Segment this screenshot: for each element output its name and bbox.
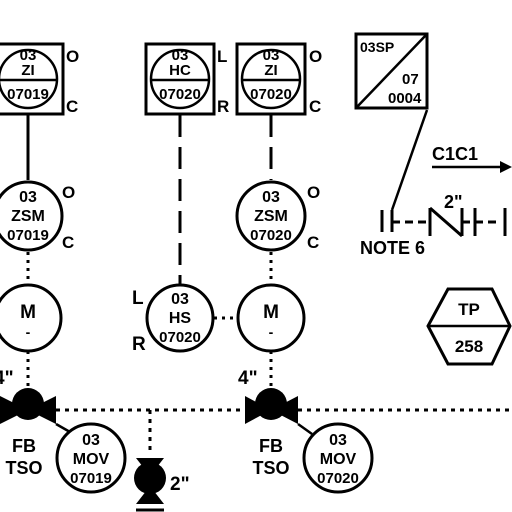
test-point-hexagon: TP 258 bbox=[426, 287, 512, 366]
zsm-left-tag: 07019 bbox=[7, 227, 49, 244]
hc-mid: HC bbox=[169, 62, 191, 79]
instrument-sp: 03SP 07 0004 bbox=[354, 32, 429, 110]
mov-left-top: 03 bbox=[82, 432, 100, 449]
zi-right-side-top: O bbox=[309, 47, 322, 66]
mov-left-mid: MOV bbox=[73, 451, 110, 468]
valve-right bbox=[245, 388, 298, 424]
free-labels: C1C1 2" NOTE 6 4" 4" FB TSO FB TSO 2" bbox=[0, 144, 478, 495]
zi-right-side-bottom: C bbox=[309, 97, 321, 116]
zsm-left-top: 03 bbox=[19, 189, 37, 206]
motor-right-dot: - bbox=[269, 324, 274, 340]
zi-left-tag: 07019 bbox=[7, 86, 49, 103]
zsm-right-side-bottom: C bbox=[307, 233, 319, 252]
connection-lines bbox=[26, 109, 512, 455]
zi-left-side-bottom: C bbox=[66, 97, 78, 116]
zsm-right-mid: ZSM bbox=[254, 208, 288, 225]
motor-left-label: M bbox=[20, 302, 36, 323]
tp-top: TP bbox=[458, 300, 480, 319]
hc-top: 03 bbox=[172, 47, 189, 64]
tp-bottom: 258 bbox=[455, 337, 483, 356]
zi-left-top: 03 bbox=[20, 47, 37, 64]
zsm-right-side-top: O bbox=[307, 183, 320, 202]
hc-side-top: L bbox=[217, 47, 227, 66]
pipe-size-bottom-label: 2" bbox=[170, 474, 190, 495]
hs-side-top: L bbox=[132, 288, 144, 309]
zi-right-top: 03 bbox=[263, 47, 280, 64]
hs-tag: 07020 bbox=[159, 329, 201, 346]
size-left-label: 4" bbox=[0, 368, 14, 389]
instrument-zi-left: 03 ZI 07019 O C bbox=[0, 42, 79, 116]
zsm-left-side-bottom: C bbox=[62, 233, 74, 252]
hs-side-bottom: R bbox=[132, 334, 146, 355]
mov-right-top: 03 bbox=[329, 432, 347, 449]
zsm-right-top: 03 bbox=[262, 189, 280, 206]
valve-small-bottom bbox=[134, 458, 166, 512]
mov-right-tag: 07020 bbox=[317, 470, 359, 487]
mov-right-mid: MOV bbox=[320, 451, 357, 468]
tso-left-label: TSO bbox=[5, 458, 42, 478]
instrument-zsm-right: 03 ZSM 07020 O C bbox=[235, 180, 320, 252]
sp-bottom: 0004 bbox=[388, 90, 422, 107]
hs-mid: HS bbox=[169, 310, 192, 327]
valve-left bbox=[0, 388, 56, 424]
motor-left-dot: - bbox=[26, 324, 31, 340]
zsm-left-mid: ZSM bbox=[11, 208, 45, 225]
hs-top: 03 bbox=[171, 291, 189, 308]
instrument-zi-right: 03 ZI 07020 O C bbox=[235, 42, 322, 116]
fb-right-label: FB bbox=[259, 436, 283, 456]
instrument-mov-right: 03 MOV 07020 bbox=[297, 422, 374, 494]
motor-left: M - bbox=[0, 283, 63, 353]
tso-right-label: TSO bbox=[252, 458, 289, 478]
instrument-zsm-left: 03 ZSM 07019 O C bbox=[0, 180, 75, 252]
zi-left-side-top: O bbox=[66, 47, 79, 66]
sp-mid: 07 bbox=[402, 71, 419, 88]
instrument-hc: 03 HC 07020 L R bbox=[144, 42, 229, 116]
sp-top: 03SP bbox=[360, 39, 394, 55]
motor-right: M - bbox=[236, 283, 306, 353]
zi-right-tag: 07020 bbox=[250, 86, 292, 103]
instrument-hs: 03 HS 07020 L R bbox=[132, 283, 215, 355]
pipe-size-top-label: 2" bbox=[444, 192, 463, 212]
hc-tag: 07020 bbox=[159, 86, 201, 103]
note-label: NOTE 6 bbox=[360, 238, 425, 258]
zsm-right-tag: 07020 bbox=[250, 227, 292, 244]
c1c1-label: C1C1 bbox=[432, 144, 478, 164]
zi-left-mid: ZI bbox=[21, 62, 34, 79]
instrument-mov-left: 03 MOV 07019 bbox=[55, 422, 127, 494]
size-right-label: 4" bbox=[238, 368, 258, 389]
zsm-left-side-top: O bbox=[62, 183, 75, 202]
hc-side-bottom: R bbox=[217, 97, 229, 116]
mov-left-tag: 07019 bbox=[70, 470, 112, 487]
fb-left-label: FB bbox=[12, 436, 36, 456]
motor-right-label: M bbox=[263, 302, 279, 323]
zi-right-mid: ZI bbox=[264, 62, 277, 79]
